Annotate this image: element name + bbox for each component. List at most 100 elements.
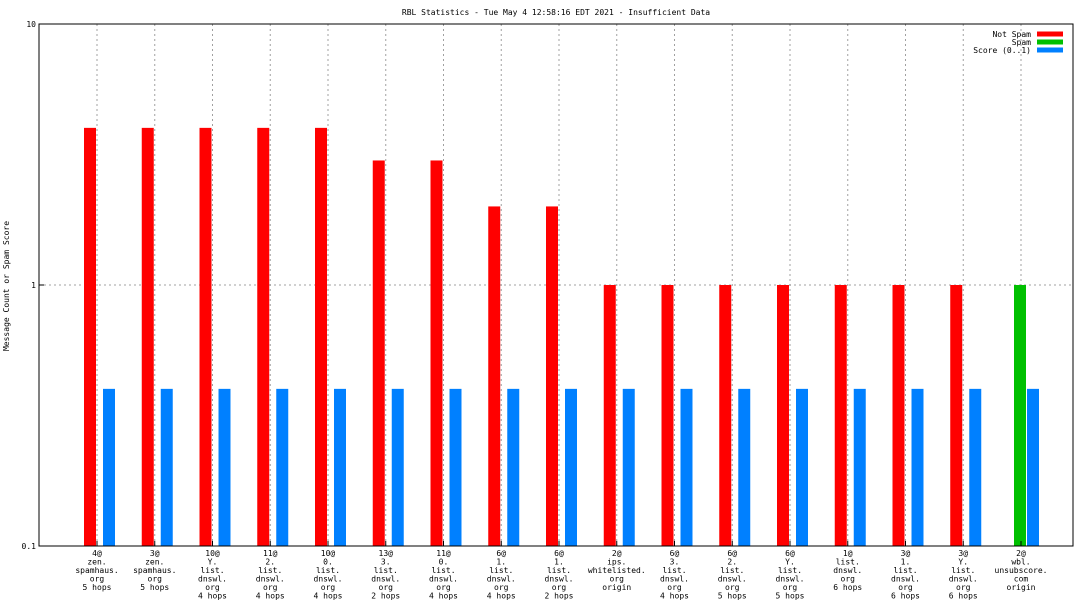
x-tick-label-line: list.	[662, 566, 686, 575]
x-tick-label-line: 13@	[379, 549, 394, 558]
y-tick-label: 1	[31, 281, 36, 290]
x-tick-label-line: list.	[547, 566, 571, 575]
x-tick-label-line: org	[205, 583, 220, 592]
x-tick-label-line: wbl.	[1011, 558, 1030, 567]
x-tick-label-line: 6@	[785, 549, 795, 558]
bars-layer	[84, 127, 1039, 547]
legend-swatch	[1037, 39, 1063, 45]
x-tick-label-line: 4 hops	[256, 592, 285, 601]
x-tick-label-line: 10@	[205, 549, 220, 558]
bar-spam	[1014, 285, 1026, 546]
x-tick-label: 13@ 3. list. dnswl. org 2 hops	[371, 549, 400, 601]
x-tick-label: 1@ list. dnswl. org 6 hops	[833, 549, 862, 592]
bar-score-0-1	[507, 388, 520, 546]
x-tick-label-line: 3@	[150, 549, 160, 558]
x-tick-label-line: 6@	[727, 549, 737, 558]
x-tick-label-line: 10@	[321, 549, 336, 558]
x-tick-label-line: 4 hops	[429, 592, 458, 601]
bar-not-spam	[719, 285, 732, 546]
bar-not-spam	[546, 206, 558, 547]
x-tick-label-line: Y.	[785, 558, 795, 567]
x-tick-label-line: list.	[720, 566, 744, 575]
x-tick-label-line: Y.	[208, 558, 218, 567]
x-tick-label-line: dnswl.	[256, 575, 285, 584]
x-tick-label-line: 1.	[554, 558, 564, 567]
bar-not-spam	[430, 160, 443, 546]
x-tick-label-line: dnswl.	[198, 575, 227, 584]
x-tick-label-line: 11@	[263, 549, 278, 558]
bar-not-spam	[603, 285, 616, 546]
bar-not-spam	[834, 285, 847, 546]
x-tick-label-line: org	[263, 583, 278, 592]
x-tick-label-line: 6 hops	[949, 592, 978, 601]
bar-score-0-1	[276, 388, 289, 546]
chart-title: RBL Statistics - Tue May 4 12:58:16 EDT …	[402, 8, 710, 17]
x-tick-label-line: 6@	[554, 549, 564, 558]
x-tick-label-line: list.	[778, 566, 802, 575]
x-tick-label-line: 2.	[265, 558, 275, 567]
x-tick-label: 4@ zen. spamhaus. org 5 hops	[75, 549, 118, 592]
x-tick-label-line: org	[90, 575, 105, 584]
x-tick-label-line: dnswl.	[314, 575, 343, 584]
x-tick-label-line: 4 hops	[314, 592, 343, 601]
x-tick-label-line: 1.	[901, 558, 911, 567]
bar-not-spam	[84, 127, 96, 547]
x-tick-label-line: dnswl.	[776, 575, 805, 584]
x-tick-label-line: 11@	[436, 549, 451, 558]
y-tick-label: 10	[26, 20, 36, 29]
x-tick-label-line: 3.	[381, 558, 391, 567]
x-tick-label-line: list.	[836, 558, 860, 567]
x-tick-label-line: org	[379, 583, 394, 592]
bar-score-0-1	[680, 388, 693, 546]
x-tick-label-line: org	[898, 583, 913, 592]
x-tick-label: 6@ 1. list. dnswl. org 4 hops	[487, 549, 516, 601]
x-tick-label-line: 4 hops	[487, 592, 516, 601]
x-tick-label-line: 4 hops	[660, 592, 689, 601]
x-tick-label-line: dnswl.	[718, 575, 747, 584]
bar-not-spam	[372, 160, 385, 546]
axis-layer: 0.1 1 10 4@ zen. spamhaus. org 5 hops 3@ zen. spam…	[22, 20, 1048, 601]
x-tick-label-line: 5 hops	[140, 583, 169, 592]
x-tick-label: 6@ 1. list. dnswl. org 2 hops	[545, 549, 574, 601]
x-tick-label-line: 0.	[323, 558, 333, 567]
x-tick-label-line: 2.	[727, 558, 737, 567]
x-tick-label-line: 2@	[612, 549, 622, 558]
x-tick-label-line: org	[956, 583, 971, 592]
x-tick-label-line: spamhaus.	[133, 566, 176, 575]
x-tick-label-line: 0.	[439, 558, 449, 567]
x-tick-label-line: whitelisted.	[588, 566, 646, 575]
x-tick-label-line: 5 hops	[776, 592, 805, 601]
x-tick-label-line: org	[610, 575, 625, 584]
bar-score-0-1	[391, 388, 404, 546]
x-tick-label-line: list.	[431, 566, 455, 575]
x-tick-label-line: 5 hops	[718, 592, 747, 601]
x-tick-label-line: org	[667, 583, 682, 592]
bar-score-0-1	[160, 388, 173, 546]
bar-not-spam	[315, 127, 327, 547]
x-tick-label-line: org	[725, 583, 740, 592]
x-tick-label: 3@ 1. list. dnswl. org 6 hops	[891, 549, 920, 601]
x-tick-label-line: spamhaus.	[75, 566, 118, 575]
bar-score-0-1	[565, 388, 577, 546]
y-tick-label: 0.1	[22, 542, 37, 551]
x-tick-label-line: com	[1014, 575, 1029, 584]
bar-not-spam	[199, 127, 212, 547]
x-tick-label: 10@ Y. list. dnswl. org 4 hops	[198, 549, 227, 601]
x-tick-label-line: dnswl.	[660, 575, 689, 584]
x-tick-label-line: dnswl.	[371, 575, 400, 584]
x-tick-label-line: Y.	[958, 558, 968, 567]
x-tick-label: 11@ 0. list. dnswl. org 4 hops	[429, 549, 458, 601]
x-tick-label-line: list.	[951, 566, 975, 575]
x-tick-label-line: 3@	[958, 549, 968, 558]
x-tick-label: 3@ zen. spamhaus. org 5 hops	[133, 549, 176, 592]
bar-score-0-1	[334, 388, 346, 546]
x-tick-label-line: 3@	[901, 549, 911, 558]
bar-score-0-1	[738, 388, 751, 546]
x-tick-label-line: 4@	[92, 549, 102, 558]
x-tick-label: 11@ 2. list. dnswl. org 4 hops	[256, 549, 285, 601]
x-tick-label-line: 5 hops	[83, 583, 112, 592]
x-tick-label-line: 1.	[496, 558, 506, 567]
x-tick-label: 3@ Y. list. dnswl. org 6 hops	[949, 549, 978, 601]
bar-score-0-1	[969, 388, 982, 546]
